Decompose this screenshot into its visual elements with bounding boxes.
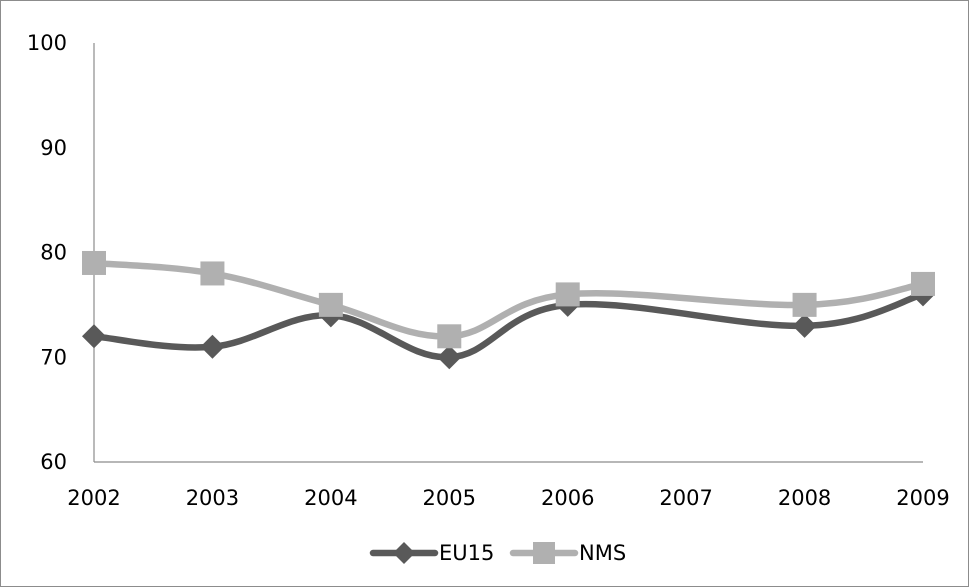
x-tick-label: 2004 — [304, 486, 357, 510]
legend-item-nms: NMS — [509, 541, 626, 565]
y-tick-label: 100 — [27, 31, 67, 55]
data-point-nms — [792, 292, 817, 317]
legend-label: EU15 — [439, 541, 494, 565]
x-tick-label: 2009 — [896, 486, 949, 510]
data-point-nms — [437, 324, 462, 349]
x-tick-label: 2006 — [541, 486, 594, 510]
data-point-eu15 — [200, 334, 225, 359]
y-tick-label: 80 — [40, 241, 67, 265]
legend-marker — [393, 542, 415, 564]
data-point-nms — [82, 250, 106, 275]
data-point-eu15 — [792, 313, 817, 338]
data-point-nms — [200, 261, 225, 286]
series-lines — [82, 250, 935, 370]
legend-item-eu15: EU15 — [369, 541, 494, 565]
legend-label: NMS — [579, 541, 626, 565]
series-nms — [82, 250, 935, 349]
x-tick-label: 2002 — [67, 486, 120, 510]
x-tick-label: 2007 — [659, 486, 712, 510]
y-tick-label: 70 — [40, 345, 67, 369]
x-tick-label: 2008 — [778, 486, 831, 510]
data-point-eu15 — [82, 324, 106, 349]
axes — [93, 43, 923, 463]
y-tick-label: 90 — [40, 136, 67, 160]
legend-marker — [533, 542, 555, 564]
x-tick-label: 2003 — [186, 486, 239, 510]
y-tick-label: 60 — [40, 450, 67, 474]
data-point-eu15 — [437, 345, 462, 370]
x-axis-tick-labels: 2002 2003 2004 2005 2006 2007 2008 2009 — [67, 486, 949, 510]
data-point-nms — [555, 282, 580, 307]
data-point-nms — [911, 271, 935, 296]
legend: EU15 NMS — [369, 541, 626, 565]
data-point-nms — [318, 292, 343, 317]
x-tick-label: 2005 — [423, 486, 476, 510]
y-axis-tick-labels: 60 70 80 90 100 — [27, 31, 67, 474]
